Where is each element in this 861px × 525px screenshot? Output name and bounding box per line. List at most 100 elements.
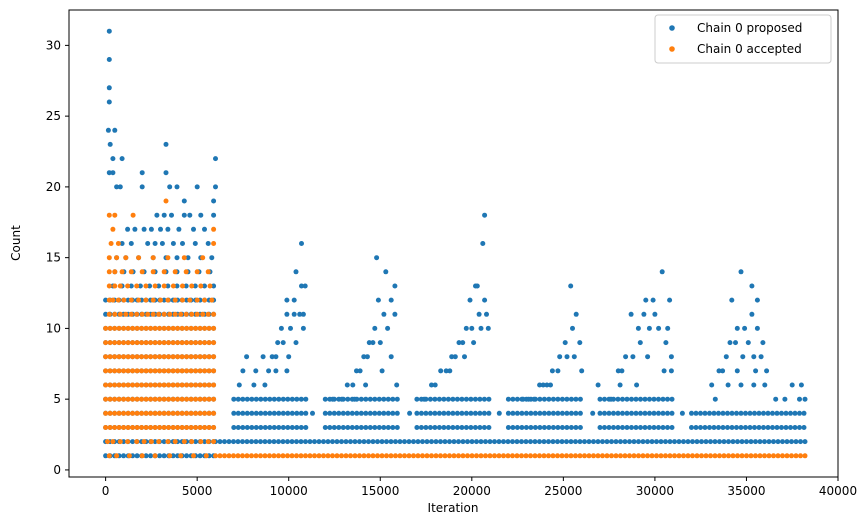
proposed-point xyxy=(555,439,560,445)
accepted-point xyxy=(161,283,167,289)
accepted-point xyxy=(197,382,203,388)
accepted-point xyxy=(107,382,113,388)
proposed-point xyxy=(573,311,579,317)
proposed-point xyxy=(765,425,771,430)
proposed-point xyxy=(749,311,755,317)
accepted-point xyxy=(165,255,171,261)
proposed-point xyxy=(642,425,648,430)
accepted-point xyxy=(112,396,118,402)
accepted-point xyxy=(112,354,118,360)
proposed-point xyxy=(244,396,250,402)
accepted-point xyxy=(166,368,172,374)
proposed-point xyxy=(782,396,788,402)
accepted-point xyxy=(125,410,131,416)
accepted-point xyxy=(442,453,448,459)
proposed-point xyxy=(471,340,477,346)
proposed-point xyxy=(559,439,565,445)
accepted-point xyxy=(550,453,556,459)
accepted-point xyxy=(157,382,163,388)
proposed-point xyxy=(663,340,669,346)
proposed-point xyxy=(352,396,358,402)
proposed-point xyxy=(367,396,373,402)
proposed-point xyxy=(441,396,447,402)
accepted-point xyxy=(134,340,140,346)
proposed-point xyxy=(564,439,569,445)
accepted-point xyxy=(202,382,208,388)
accepted-point xyxy=(114,453,120,459)
proposed-point xyxy=(235,425,241,430)
proposed-point xyxy=(505,396,511,402)
proposed-point xyxy=(249,396,255,402)
accepted-point xyxy=(175,354,181,360)
proposed-point xyxy=(454,396,460,402)
proposed-point xyxy=(148,453,154,459)
proposed-point xyxy=(618,439,623,445)
accepted-point xyxy=(170,396,176,402)
proposed-point xyxy=(774,425,780,430)
proposed-point xyxy=(330,439,335,445)
accepted-point xyxy=(191,453,196,459)
proposed-point xyxy=(381,311,387,317)
accepted-point xyxy=(640,453,646,459)
proposed-point xyxy=(432,425,438,430)
accepted-point xyxy=(152,340,158,346)
proposed-point xyxy=(548,382,553,388)
proposed-point xyxy=(801,425,807,430)
proposed-point xyxy=(788,410,793,416)
proposed-point xyxy=(322,396,328,402)
accepted-point xyxy=(343,453,349,459)
accepted-point xyxy=(178,453,184,459)
proposed-point xyxy=(460,340,466,346)
accepted-point xyxy=(157,396,163,402)
accepted-point xyxy=(183,269,189,275)
proposed-point xyxy=(727,340,733,346)
proposed-point xyxy=(752,425,757,430)
proposed-point xyxy=(591,439,596,445)
accepted-point xyxy=(519,453,524,459)
proposed-point xyxy=(712,439,718,445)
accepted-point xyxy=(156,439,162,445)
proposed-point xyxy=(211,283,217,289)
accepted-point xyxy=(130,340,136,346)
proposed-point xyxy=(414,396,420,402)
proposed-point xyxy=(459,396,465,402)
proposed-point xyxy=(753,368,759,374)
proposed-point xyxy=(615,368,621,374)
proposed-point xyxy=(656,396,661,402)
proposed-point xyxy=(358,410,364,416)
accepted-point xyxy=(179,340,185,346)
proposed-point xyxy=(780,439,785,445)
proposed-point xyxy=(472,425,478,430)
accepted-point xyxy=(112,325,118,331)
proposed-point xyxy=(624,410,630,416)
proposed-point xyxy=(510,425,516,430)
accepted-point xyxy=(175,382,181,388)
proposed-point xyxy=(211,198,217,204)
proposed-point xyxy=(793,439,799,445)
accepted-point xyxy=(188,368,194,374)
accepted-point xyxy=(180,297,185,303)
accepted-point xyxy=(172,311,178,317)
proposed-point xyxy=(570,325,575,331)
accepted-point xyxy=(161,425,167,430)
proposed-point xyxy=(251,382,257,388)
proposed-point xyxy=(792,425,798,430)
proposed-point xyxy=(161,439,167,445)
accepted-point xyxy=(179,382,185,388)
proposed-point xyxy=(152,439,158,445)
accepted-point xyxy=(393,453,398,459)
proposed-point xyxy=(792,410,798,416)
accepted-point xyxy=(170,340,176,346)
proposed-point xyxy=(550,439,556,445)
proposed-point xyxy=(184,453,190,459)
accepted-point xyxy=(226,453,232,459)
proposed-point xyxy=(432,410,438,416)
proposed-point xyxy=(414,425,420,430)
accepted-point xyxy=(348,453,353,459)
accepted-point xyxy=(117,311,123,317)
proposed-point xyxy=(300,311,306,317)
accepted-point xyxy=(789,453,794,459)
proposed-point xyxy=(762,439,767,445)
proposed-point xyxy=(549,368,555,374)
accepted-point xyxy=(130,368,136,374)
